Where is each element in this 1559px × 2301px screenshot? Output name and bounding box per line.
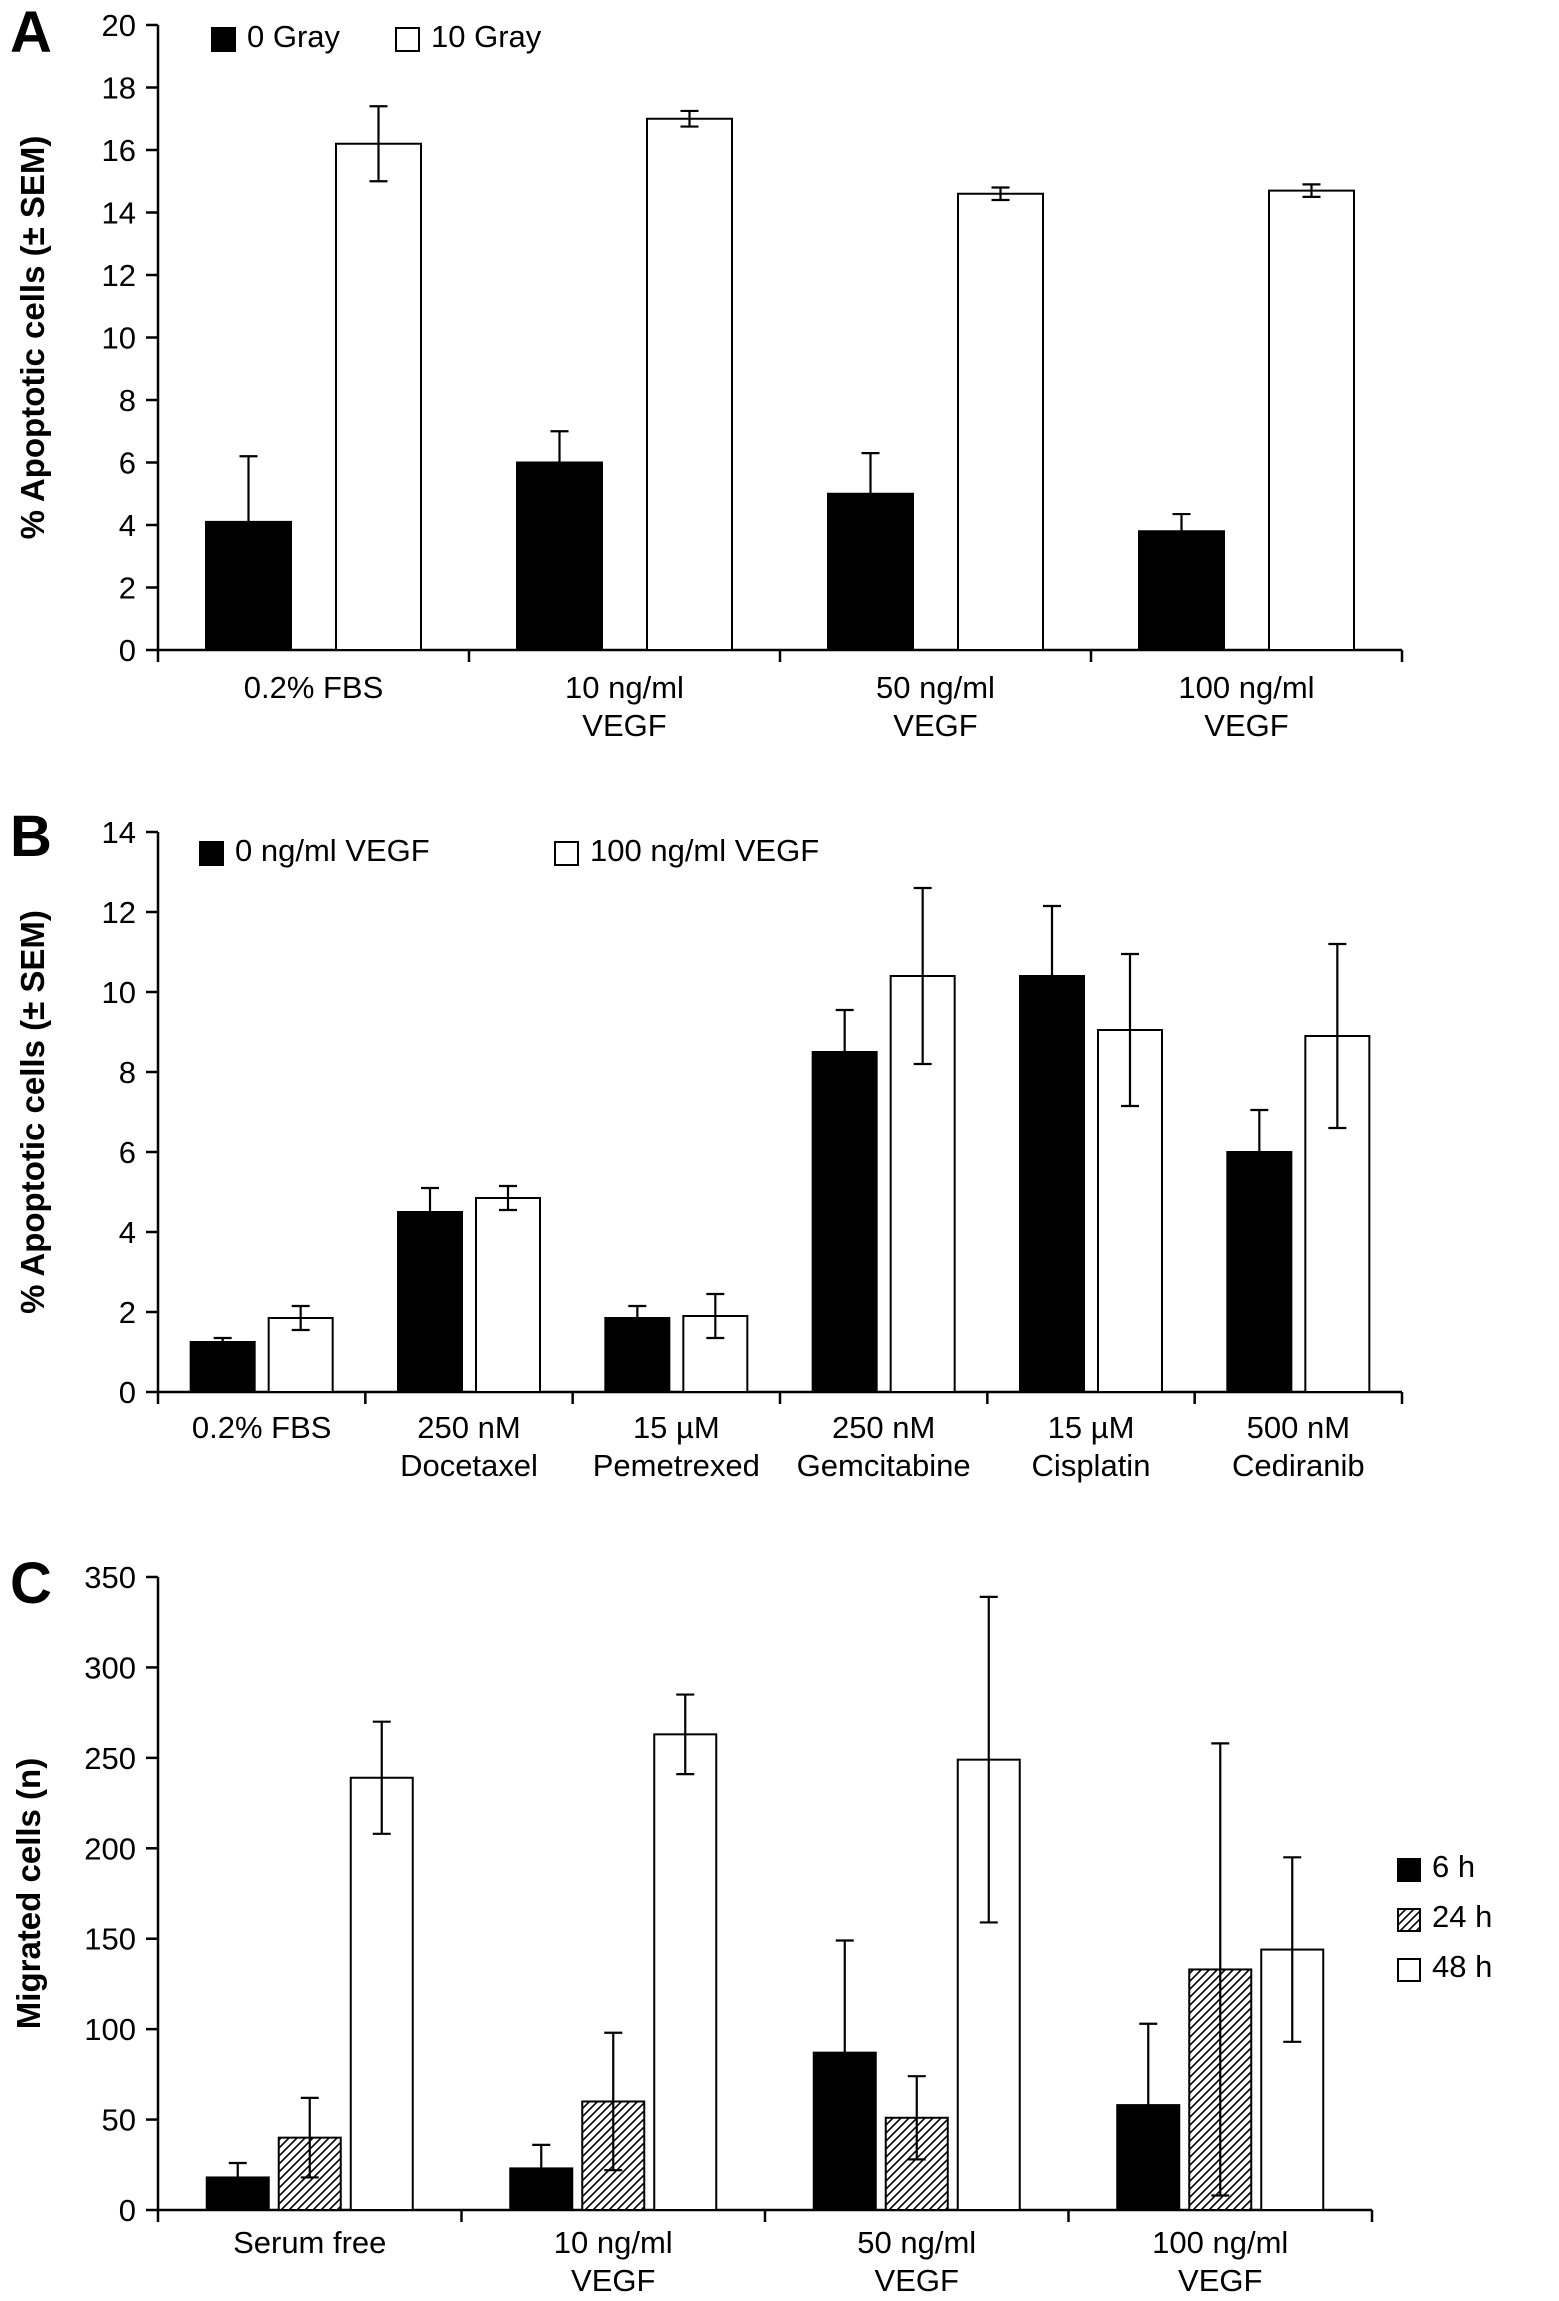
svg-text:16: 16 [102, 133, 136, 168]
panel-C: 0 50 100 150 200 250 300 350 Serum free 10 ng/ml V… [0, 1515, 1559, 2301]
svg-text:18: 18 [102, 71, 136, 106]
svg-text:Pemetrexed: Pemetrexed [593, 1448, 760, 1483]
svg-text:350: 350 [84, 1560, 136, 1595]
svg-text:10 Gray: 10 Gray [431, 19, 542, 54]
svg-text:8: 8 [119, 383, 136, 418]
svg-text:500 nM: 500 nM [1247, 1410, 1350, 1445]
svg-text:150: 150 [84, 1922, 136, 1957]
svg-text:6: 6 [119, 446, 136, 481]
svg-text:VEGF: VEGF [582, 708, 666, 743]
svg-text:20: 20 [102, 8, 136, 43]
svg-text:% Apoptotic cells (± SEM): % Apoptotic cells (± SEM) [14, 136, 51, 540]
svg-text:0: 0 [119, 633, 136, 668]
svg-text:250 nM: 250 nM [832, 1410, 935, 1445]
svg-text:% Apoptotic cells (± SEM): % Apoptotic cells (± SEM) [14, 910, 51, 1314]
svg-text:10: 10 [102, 975, 136, 1010]
svg-text:0.2% FBS: 0.2% FBS [244, 670, 384, 705]
svg-text:0.2% FBS: 0.2% FBS [192, 1410, 332, 1445]
svg-text:VEGF: VEGF [893, 708, 977, 743]
svg-text:100 ng/ml: 100 ng/ml [1178, 670, 1314, 705]
svg-text:250 nM: 250 nM [417, 1410, 520, 1445]
svg-text:15 µM: 15 µM [633, 1410, 720, 1445]
panel-A-letter: A [10, 0, 52, 65]
svg-text:2: 2 [119, 571, 136, 606]
svg-text:100: 100 [84, 2012, 136, 2047]
svg-text:Migrated cells (n): Migrated cells (n) [10, 1758, 47, 2029]
svg-text:4: 4 [119, 508, 136, 543]
svg-text:8: 8 [119, 1055, 136, 1090]
svg-text:6 h: 6 h [1432, 1849, 1475, 1884]
svg-text:10 ng/ml: 10 ng/ml [554, 2225, 673, 2260]
svg-text:10: 10 [102, 321, 136, 356]
panel-A: 0 2 4 6 8 10 12 14 16 18 20 0.2% FBS 10 ng/ml VEGF 50 … [0, 0, 1559, 770]
svg-text:50 ng/ml: 50 ng/ml [876, 670, 995, 705]
svg-text:24 h: 24 h [1432, 1899, 1492, 1934]
svg-text:200: 200 [84, 1831, 136, 1866]
svg-text:50: 50 [102, 2103, 136, 2138]
svg-text:14: 14 [102, 815, 136, 850]
svg-text:100 ng/ml VEGF: 100 ng/ml VEGF [590, 833, 819, 868]
svg-text:0 ng/ml VEGF: 0 ng/ml VEGF [235, 833, 430, 868]
panel-C-letter: C [10, 1551, 52, 1616]
svg-text:2: 2 [119, 1295, 136, 1330]
svg-text:0: 0 [119, 2193, 136, 2228]
svg-text:0: 0 [119, 1375, 136, 1410]
svg-text:VEGF: VEGF [1178, 2263, 1262, 2298]
svg-text:15 µM: 15 µM [1048, 1410, 1135, 1445]
svg-text:50 ng/ml: 50 ng/ml [857, 2225, 976, 2260]
svg-text:VEGF: VEGF [1204, 708, 1288, 743]
svg-text:6: 6 [119, 1135, 136, 1170]
svg-text:VEGF: VEGF [875, 2263, 959, 2298]
svg-text:100 ng/ml: 100 ng/ml [1152, 2225, 1288, 2260]
svg-text:Cisplatin: Cisplatin [1032, 1448, 1151, 1483]
svg-text:4: 4 [119, 1215, 136, 1250]
svg-text:48 h: 48 h [1432, 1949, 1492, 1984]
svg-text:10 ng/ml: 10 ng/ml [565, 670, 684, 705]
svg-text:12: 12 [102, 895, 136, 930]
svg-text:Docetaxel: Docetaxel [400, 1448, 538, 1483]
svg-text:VEGF: VEGF [571, 2263, 655, 2298]
svg-text:14: 14 [102, 196, 136, 231]
svg-text:Gemcitabine: Gemcitabine [797, 1448, 971, 1483]
panel-B: 0 2 4 6 8 10 12 14 0.2% FBS 250 nM Docetaxel 15 µM P… [0, 770, 1559, 1515]
svg-text:Cediranib: Cediranib [1232, 1448, 1365, 1483]
svg-text:Serum free: Serum free [233, 2225, 386, 2260]
panel-B-letter: B [10, 804, 52, 869]
svg-text:300: 300 [84, 1650, 136, 1685]
svg-text:0 Gray: 0 Gray [247, 19, 341, 54]
svg-text:250: 250 [84, 1741, 136, 1776]
svg-text:12: 12 [102, 258, 136, 293]
